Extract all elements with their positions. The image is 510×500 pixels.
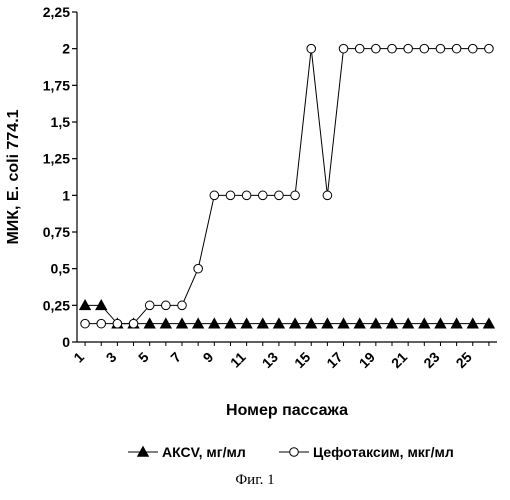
data-point bbox=[387, 318, 398, 328]
data-point bbox=[138, 447, 149, 457]
legend-label: АКСV, мг/мл bbox=[162, 444, 246, 460]
data-point bbox=[388, 44, 397, 53]
data-point bbox=[226, 191, 235, 200]
data-point bbox=[290, 448, 299, 457]
data-point bbox=[242, 191, 251, 200]
y-tick-label: 2 bbox=[62, 41, 70, 57]
data-point bbox=[225, 318, 236, 328]
x-tick-label: 9 bbox=[200, 349, 217, 366]
x-tick-label: 3 bbox=[103, 349, 120, 366]
series-line bbox=[85, 49, 489, 324]
y-tick-label: 1,25 bbox=[43, 151, 70, 167]
data-point bbox=[483, 318, 494, 328]
y-tick-label: 1,75 bbox=[43, 77, 70, 93]
data-point bbox=[467, 318, 478, 328]
data-point bbox=[193, 318, 204, 328]
figure-caption: Фиг. 1 bbox=[0, 472, 510, 489]
data-point bbox=[370, 318, 381, 328]
data-point bbox=[194, 264, 203, 273]
data-point bbox=[209, 318, 220, 328]
y-tick-label: 0,25 bbox=[43, 297, 70, 313]
data-point bbox=[178, 301, 187, 310]
data-point bbox=[291, 191, 300, 200]
x-tick-label: 23 bbox=[420, 349, 442, 371]
data-point bbox=[113, 319, 122, 328]
x-tick-label: 5 bbox=[135, 349, 152, 366]
data-point bbox=[468, 44, 477, 53]
data-point bbox=[210, 191, 219, 200]
data-point bbox=[97, 319, 106, 328]
data-point bbox=[452, 44, 461, 53]
y-tick-label: 2,25 bbox=[43, 4, 70, 20]
data-point bbox=[273, 318, 284, 328]
legend-label: Цефотаксим, мкг/мл bbox=[313, 444, 454, 460]
legend: АКСV, мг/мл Цефотаксим, мкг/мл bbox=[128, 444, 454, 460]
data-point bbox=[354, 318, 365, 328]
y-tick-label: 0,5 bbox=[51, 261, 71, 277]
y-tick-label: 0 bbox=[62, 334, 70, 350]
axes: 00,250,50,7511,251,51,7522,2513579111315… bbox=[5, 4, 497, 419]
data-point bbox=[339, 44, 348, 53]
data-point bbox=[81, 319, 90, 328]
y-tick-label: 1 bbox=[62, 187, 70, 203]
x-tick-label: 11 bbox=[227, 349, 249, 371]
data-point bbox=[322, 318, 333, 328]
data-point bbox=[177, 318, 188, 328]
data-point bbox=[323, 191, 332, 200]
data-point bbox=[419, 318, 430, 328]
series-layer bbox=[80, 44, 495, 328]
x-axis-title: Номер пассажа bbox=[226, 402, 348, 419]
x-tick-label: 25 bbox=[453, 349, 475, 371]
data-point bbox=[372, 44, 381, 53]
data-point bbox=[129, 319, 138, 328]
data-point bbox=[435, 318, 446, 328]
data-point bbox=[80, 300, 91, 310]
x-tick-label: 7 bbox=[167, 349, 184, 366]
data-point bbox=[241, 318, 252, 328]
data-point bbox=[144, 318, 155, 328]
series-line bbox=[85, 305, 489, 323]
chart: 00,250,50,7511,251,51,7522,2513579111315… bbox=[0, 0, 510, 470]
data-point bbox=[162, 301, 171, 310]
data-point bbox=[403, 318, 414, 328]
x-tick-label: 13 bbox=[259, 349, 281, 371]
data-point bbox=[290, 318, 301, 328]
data-point bbox=[420, 44, 429, 53]
data-point bbox=[436, 44, 445, 53]
data-point bbox=[96, 300, 107, 310]
data-point bbox=[275, 191, 284, 200]
data-point bbox=[451, 318, 462, 328]
y-tick-label: 0,75 bbox=[43, 224, 70, 240]
y-axis-title: МИК, E. coli 774.1 bbox=[5, 109, 22, 244]
data-point bbox=[307, 44, 316, 53]
data-point bbox=[160, 318, 171, 328]
data-point bbox=[306, 318, 317, 328]
x-tick-label: 1 bbox=[70, 349, 87, 366]
x-tick-label: 15 bbox=[291, 349, 313, 371]
legend-item-2: Цефотаксим, мкг/мл bbox=[279, 444, 454, 460]
data-point bbox=[258, 191, 267, 200]
data-point bbox=[404, 44, 413, 53]
x-tick-label: 19 bbox=[356, 349, 378, 371]
data-point bbox=[257, 318, 268, 328]
x-tick-label: 21 bbox=[388, 349, 410, 371]
series-2 bbox=[81, 44, 493, 328]
y-tick-label: 1,5 bbox=[51, 114, 71, 130]
data-point bbox=[355, 44, 364, 53]
data-point bbox=[485, 44, 494, 53]
data-point bbox=[145, 301, 154, 310]
data-point bbox=[338, 318, 349, 328]
legend-item-1: АКСV, мг/мл bbox=[128, 444, 246, 460]
x-tick-label: 17 bbox=[323, 349, 345, 371]
